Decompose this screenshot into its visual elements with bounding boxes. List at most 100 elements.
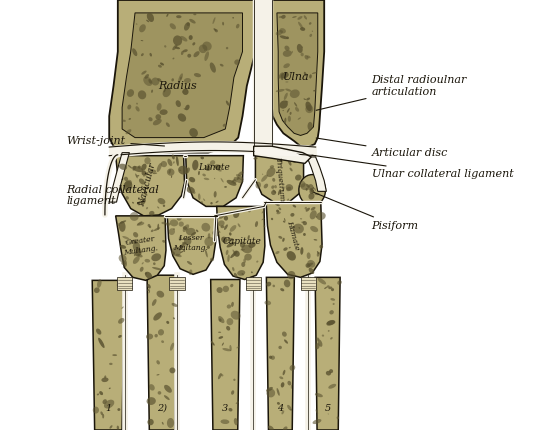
Ellipse shape xyxy=(306,98,310,101)
Text: Ulna: Ulna xyxy=(283,72,310,83)
Ellipse shape xyxy=(208,233,210,239)
Ellipse shape xyxy=(284,118,287,124)
Ellipse shape xyxy=(169,368,175,373)
Ellipse shape xyxy=(283,221,285,223)
Ellipse shape xyxy=(183,226,187,230)
Ellipse shape xyxy=(293,224,304,233)
Ellipse shape xyxy=(131,240,137,244)
Ellipse shape xyxy=(238,223,240,227)
Ellipse shape xyxy=(305,263,310,268)
Ellipse shape xyxy=(255,182,261,188)
Polygon shape xyxy=(147,275,177,430)
Ellipse shape xyxy=(147,284,151,289)
Ellipse shape xyxy=(151,89,153,93)
Ellipse shape xyxy=(229,232,232,236)
Bar xyxy=(117,277,133,290)
Ellipse shape xyxy=(119,254,126,262)
Ellipse shape xyxy=(233,379,235,381)
Ellipse shape xyxy=(117,281,123,288)
Ellipse shape xyxy=(157,206,159,209)
Ellipse shape xyxy=(168,169,171,174)
Ellipse shape xyxy=(285,82,288,83)
Ellipse shape xyxy=(226,47,228,49)
Ellipse shape xyxy=(179,221,184,227)
Ellipse shape xyxy=(289,168,293,172)
Ellipse shape xyxy=(289,365,295,371)
Ellipse shape xyxy=(150,53,152,56)
Ellipse shape xyxy=(199,44,207,53)
Text: Navicular: Navicular xyxy=(138,162,158,208)
Ellipse shape xyxy=(236,401,239,404)
Ellipse shape xyxy=(312,419,321,424)
Ellipse shape xyxy=(139,178,145,184)
Ellipse shape xyxy=(287,108,290,113)
Ellipse shape xyxy=(217,168,222,172)
Ellipse shape xyxy=(167,159,172,166)
Ellipse shape xyxy=(241,273,244,276)
Ellipse shape xyxy=(307,260,315,268)
Ellipse shape xyxy=(304,72,307,76)
Ellipse shape xyxy=(241,262,245,267)
Ellipse shape xyxy=(147,289,150,291)
Ellipse shape xyxy=(138,166,141,169)
Ellipse shape xyxy=(134,254,135,256)
Ellipse shape xyxy=(97,393,99,396)
Ellipse shape xyxy=(147,224,150,227)
Ellipse shape xyxy=(303,233,306,236)
Ellipse shape xyxy=(301,183,309,190)
Ellipse shape xyxy=(277,204,279,206)
Ellipse shape xyxy=(223,124,226,127)
Ellipse shape xyxy=(222,348,231,351)
Ellipse shape xyxy=(304,98,306,100)
Ellipse shape xyxy=(161,340,164,343)
Ellipse shape xyxy=(104,399,114,408)
Ellipse shape xyxy=(324,287,327,289)
Ellipse shape xyxy=(298,22,303,28)
Ellipse shape xyxy=(309,74,312,79)
Ellipse shape xyxy=(176,15,182,18)
Ellipse shape xyxy=(143,77,152,86)
Ellipse shape xyxy=(295,158,299,161)
Ellipse shape xyxy=(130,212,139,221)
Ellipse shape xyxy=(162,240,166,243)
Ellipse shape xyxy=(155,334,158,338)
Ellipse shape xyxy=(173,161,174,163)
Ellipse shape xyxy=(315,343,320,349)
Polygon shape xyxy=(255,156,304,202)
Ellipse shape xyxy=(188,54,191,58)
Ellipse shape xyxy=(278,236,282,239)
Ellipse shape xyxy=(306,208,310,212)
Ellipse shape xyxy=(129,118,131,120)
Ellipse shape xyxy=(210,160,215,165)
Ellipse shape xyxy=(164,89,166,92)
Ellipse shape xyxy=(119,221,125,232)
Ellipse shape xyxy=(234,59,240,65)
Ellipse shape xyxy=(227,304,231,309)
Ellipse shape xyxy=(93,407,99,414)
Ellipse shape xyxy=(138,203,140,206)
Ellipse shape xyxy=(304,15,307,19)
Ellipse shape xyxy=(127,89,134,97)
Text: 2): 2) xyxy=(157,404,167,413)
Ellipse shape xyxy=(286,37,289,39)
Ellipse shape xyxy=(314,239,317,241)
Ellipse shape xyxy=(136,24,138,25)
Ellipse shape xyxy=(305,55,309,60)
Ellipse shape xyxy=(214,165,221,169)
Ellipse shape xyxy=(310,226,318,232)
Ellipse shape xyxy=(189,128,198,137)
Ellipse shape xyxy=(337,416,339,419)
Polygon shape xyxy=(266,277,294,430)
Ellipse shape xyxy=(230,311,240,319)
Ellipse shape xyxy=(327,286,330,288)
Ellipse shape xyxy=(160,62,164,65)
Ellipse shape xyxy=(279,28,286,34)
Ellipse shape xyxy=(104,375,106,378)
Ellipse shape xyxy=(283,187,285,191)
Ellipse shape xyxy=(170,343,174,351)
Ellipse shape xyxy=(179,169,182,171)
Ellipse shape xyxy=(283,110,284,111)
Text: Greater
Multang.: Greater Multang. xyxy=(122,235,159,257)
Ellipse shape xyxy=(198,171,200,175)
Ellipse shape xyxy=(101,412,103,415)
